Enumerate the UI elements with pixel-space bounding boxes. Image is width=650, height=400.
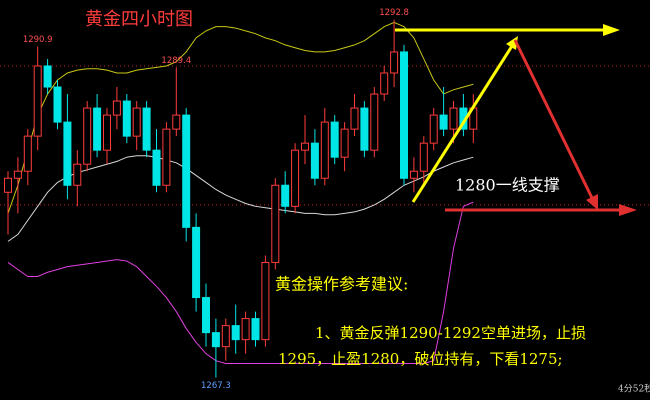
candle-body xyxy=(360,107,369,151)
candle-body xyxy=(281,184,290,207)
candle-body xyxy=(83,107,92,165)
candle-body xyxy=(380,72,389,95)
arrow-head xyxy=(586,194,598,210)
arrow-head xyxy=(619,204,637,216)
candle-body xyxy=(73,163,82,186)
price-label: 1289.4 xyxy=(161,56,191,66)
arrow-line xyxy=(411,45,514,203)
candle-body xyxy=(43,65,52,88)
candle-body xyxy=(419,142,428,172)
candle-body xyxy=(231,325,240,341)
candle-body xyxy=(112,100,121,116)
band-line xyxy=(7,201,474,365)
band-line xyxy=(7,155,474,242)
annotation: 1280一线支撑 xyxy=(455,176,560,195)
candle-body xyxy=(63,121,72,186)
candle-body xyxy=(261,261,270,341)
candle-body xyxy=(152,149,161,186)
arrow-head xyxy=(506,36,518,50)
price-label: 1290.9 xyxy=(23,35,53,45)
band-line xyxy=(7,21,474,214)
candle-body xyxy=(301,142,309,151)
candle-body xyxy=(33,65,42,137)
candle-body xyxy=(310,142,319,179)
candle-body xyxy=(122,100,131,137)
candle-body xyxy=(53,86,62,123)
annotation: 1、黄金反弹1290-1292空单进场，止损 xyxy=(315,324,586,342)
arrow-line xyxy=(513,39,594,199)
candle-body xyxy=(142,107,151,151)
candle-body xyxy=(241,318,250,341)
timer: 4分52秒 xyxy=(618,383,650,395)
price-label: 1267.3 xyxy=(201,381,231,391)
candle-body xyxy=(103,114,111,151)
candle-body xyxy=(162,128,171,186)
candle-body xyxy=(23,135,32,172)
candle-body xyxy=(350,107,359,130)
candle-body xyxy=(390,51,399,74)
candle-body xyxy=(221,325,230,348)
candle-body xyxy=(182,114,191,228)
candle-body xyxy=(320,121,329,179)
candle-body xyxy=(330,121,339,158)
price-label: 1292.8 xyxy=(379,8,409,18)
arrow-head xyxy=(603,24,620,36)
candle-body xyxy=(202,297,210,334)
candle-body xyxy=(409,170,418,179)
candle-body xyxy=(251,318,260,341)
candle-body xyxy=(132,107,141,137)
candle-body xyxy=(449,107,458,130)
chart-title: 黄金四小时图 xyxy=(85,9,193,30)
candle-body xyxy=(4,177,12,193)
candle-body xyxy=(340,128,349,158)
candle-body xyxy=(271,184,280,263)
annotation: 1295，止盈1280，破位持有，下看1275; xyxy=(278,350,563,368)
candle-body xyxy=(439,114,448,130)
annotation-arrows xyxy=(395,24,637,216)
candle-body xyxy=(172,114,181,130)
candle-body xyxy=(13,170,22,179)
candle-body xyxy=(429,114,438,144)
candle-body xyxy=(370,93,379,151)
candle-body xyxy=(192,226,201,299)
annotation: 黄金操作参考建议: xyxy=(275,275,408,294)
candle-body xyxy=(93,107,102,151)
candle-body xyxy=(400,51,408,179)
candle-body xyxy=(211,332,220,348)
candle-body xyxy=(291,149,300,207)
